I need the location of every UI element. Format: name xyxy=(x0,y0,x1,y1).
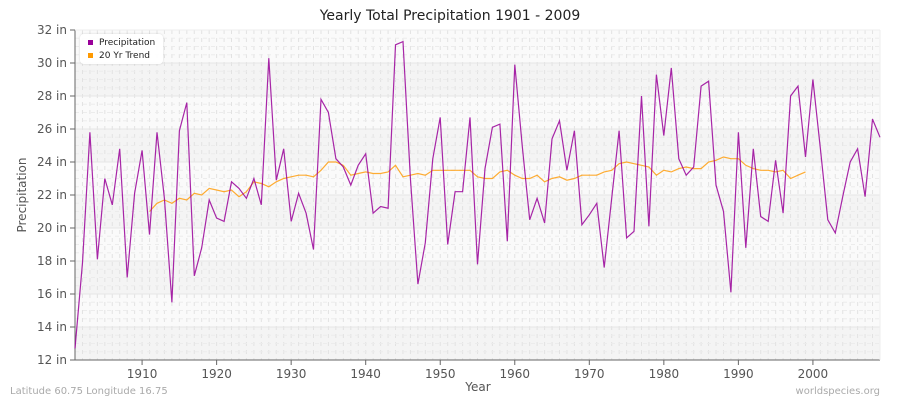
y-tick-label: 18 in xyxy=(37,254,67,268)
location-caption: Latitude 60.75 Longitude 16.75 xyxy=(10,386,168,397)
trend-line xyxy=(149,156,806,212)
x-tick-label: 1970 xyxy=(574,367,605,381)
trend-swatch-icon xyxy=(88,53,93,58)
y-axis-ticks: 12 in 14 in 16 in 18 in 20 in 22 in 24 in 26 in… xyxy=(37,23,75,367)
y-tick-label: 12 in xyxy=(37,353,67,367)
x-axis-label: Year xyxy=(465,380,491,394)
precipitation-swatch-icon xyxy=(88,40,93,45)
x-tick-label: 1910 xyxy=(127,367,158,381)
source-credit: worldspecies.org xyxy=(795,386,880,397)
y-tick-label: 24 in xyxy=(37,155,67,169)
y-tick-label: 14 in xyxy=(37,320,67,334)
legend-label: 20 Yr Trend xyxy=(99,50,151,61)
y-tick-label: 22 in xyxy=(37,188,67,202)
legend-item-precipitation: Precipitation xyxy=(88,36,155,49)
y-tick-label: 16 in xyxy=(37,287,67,301)
x-tick-label: 2000 xyxy=(798,367,829,381)
legend-label: Precipitation xyxy=(99,37,156,48)
x-tick-label: 1930 xyxy=(276,367,307,381)
chart-title: Yearly Total Precipitation 1901 - 2009 xyxy=(319,8,581,24)
legend-item-trend: 20 Yr Trend xyxy=(88,49,155,62)
legend: Precipitation 20 Yr Trend xyxy=(80,34,164,64)
precipitation-line xyxy=(74,40,881,349)
y-tick-label: 30 in xyxy=(37,56,67,70)
axes xyxy=(74,29,881,361)
y-axis-label: Precipitation xyxy=(15,157,29,233)
x-axis-ticks: 1910 1920 1930 1940 1950 1960 1970 1980 1990 2000 xyxy=(127,360,828,381)
x-tick-label: 1940 xyxy=(350,367,381,381)
y-tick-label: 32 in xyxy=(37,23,67,37)
x-tick-label: 1960 xyxy=(499,367,530,381)
x-tick-label: 1990 xyxy=(723,367,754,381)
x-tick-label: 1920 xyxy=(201,367,232,381)
y-tick-label: 26 in xyxy=(37,122,67,136)
y-tick-label: 20 in xyxy=(37,221,67,235)
x-tick-label: 1980 xyxy=(649,367,680,381)
x-tick-label: 1950 xyxy=(425,367,456,381)
y-tick-label: 28 in xyxy=(37,89,67,103)
